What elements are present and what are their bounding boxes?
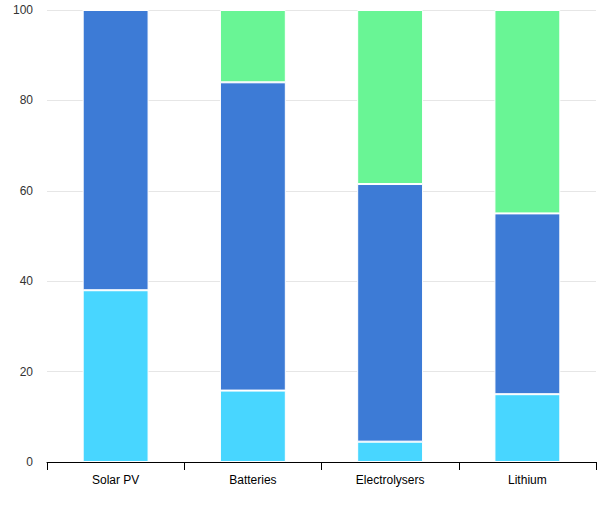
svg-text:Batteries: Batteries: [229, 473, 276, 487]
svg-text:Electrolysers: Electrolysers: [356, 473, 425, 487]
svg-text:20: 20: [20, 365, 34, 379]
svg-text:0: 0: [26, 455, 33, 469]
svg-text:Lithium: Lithium: [508, 473, 547, 487]
svg-text:80: 80: [20, 93, 34, 107]
svg-text:60: 60: [20, 184, 34, 198]
svg-text:40: 40: [20, 274, 34, 288]
svg-text:Solar PV: Solar PV: [92, 473, 139, 487]
svg-text:100: 100: [13, 3, 33, 17]
